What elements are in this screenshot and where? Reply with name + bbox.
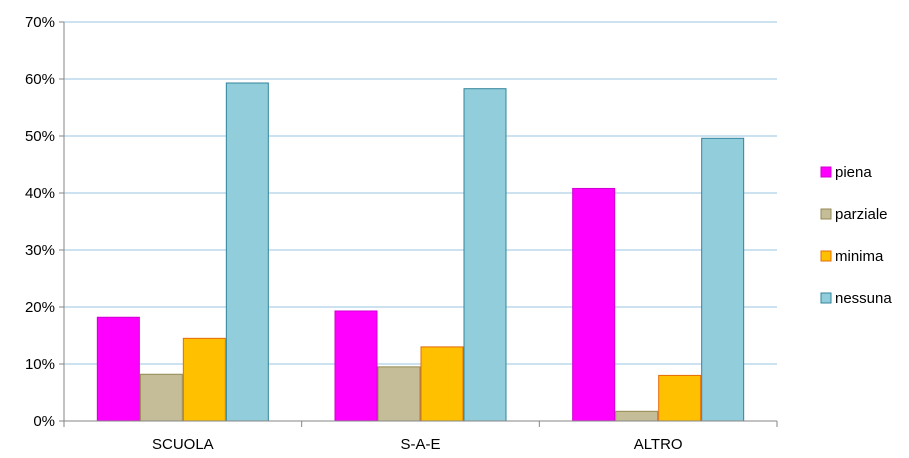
legend-label-nessuna: nessuna	[835, 290, 892, 307]
legend-swatch-minima	[820, 250, 832, 262]
bar-minima-s-a-e	[420, 346, 464, 422]
bar-piena-altro	[572, 187, 616, 422]
bars	[96, 82, 745, 422]
bar-nessuna-scuola	[225, 82, 269, 422]
legend: piena parziale minima nessuna	[820, 164, 892, 307]
y-tick-label: 10%	[25, 356, 55, 373]
x-category-label: SCUOLA	[152, 436, 214, 453]
bar-piena-s-a-e	[334, 310, 378, 422]
y-tick-label: 30%	[25, 242, 55, 259]
gridlines	[64, 21, 777, 365]
bar-minima-scuola	[182, 337, 226, 422]
axes	[63, 22, 777, 422]
bar-parziale-scuola	[139, 373, 183, 422]
legend-label-minima: minima	[835, 248, 884, 265]
legend-swatch-nessuna	[820, 292, 832, 304]
legend-label-parziale: parziale	[835, 206, 888, 223]
bar-nessuna-altro	[701, 137, 745, 422]
legend-swatch-parziale	[820, 208, 832, 220]
y-tick-label: 20%	[25, 299, 55, 316]
bar-parziale-s-a-e	[377, 366, 421, 422]
legend-swatch-piena	[820, 166, 832, 178]
bar-minima-altro	[658, 374, 702, 422]
x-category-label: S-A-E	[400, 436, 440, 453]
y-axis-ticks: 0% 10% 20% 30% 40% 50% 60% 70%	[25, 14, 64, 430]
y-tick-label: 60%	[25, 71, 55, 88]
x-category-label: ALTRO	[634, 436, 683, 453]
y-tick-label: 70%	[25, 14, 55, 31]
y-tick-label: 0%	[33, 413, 55, 430]
y-tick-label: 50%	[25, 128, 55, 145]
x-axis-categories: SCUOLA S-A-E ALTRO	[63, 421, 778, 453]
bar-nessuna-s-a-e	[463, 88, 507, 422]
legend-label-piena: piena	[835, 164, 872, 181]
bar-parziale-altro	[615, 410, 659, 422]
y-tick-label: 40%	[25, 185, 55, 202]
bar-piena-scuola	[96, 316, 140, 422]
